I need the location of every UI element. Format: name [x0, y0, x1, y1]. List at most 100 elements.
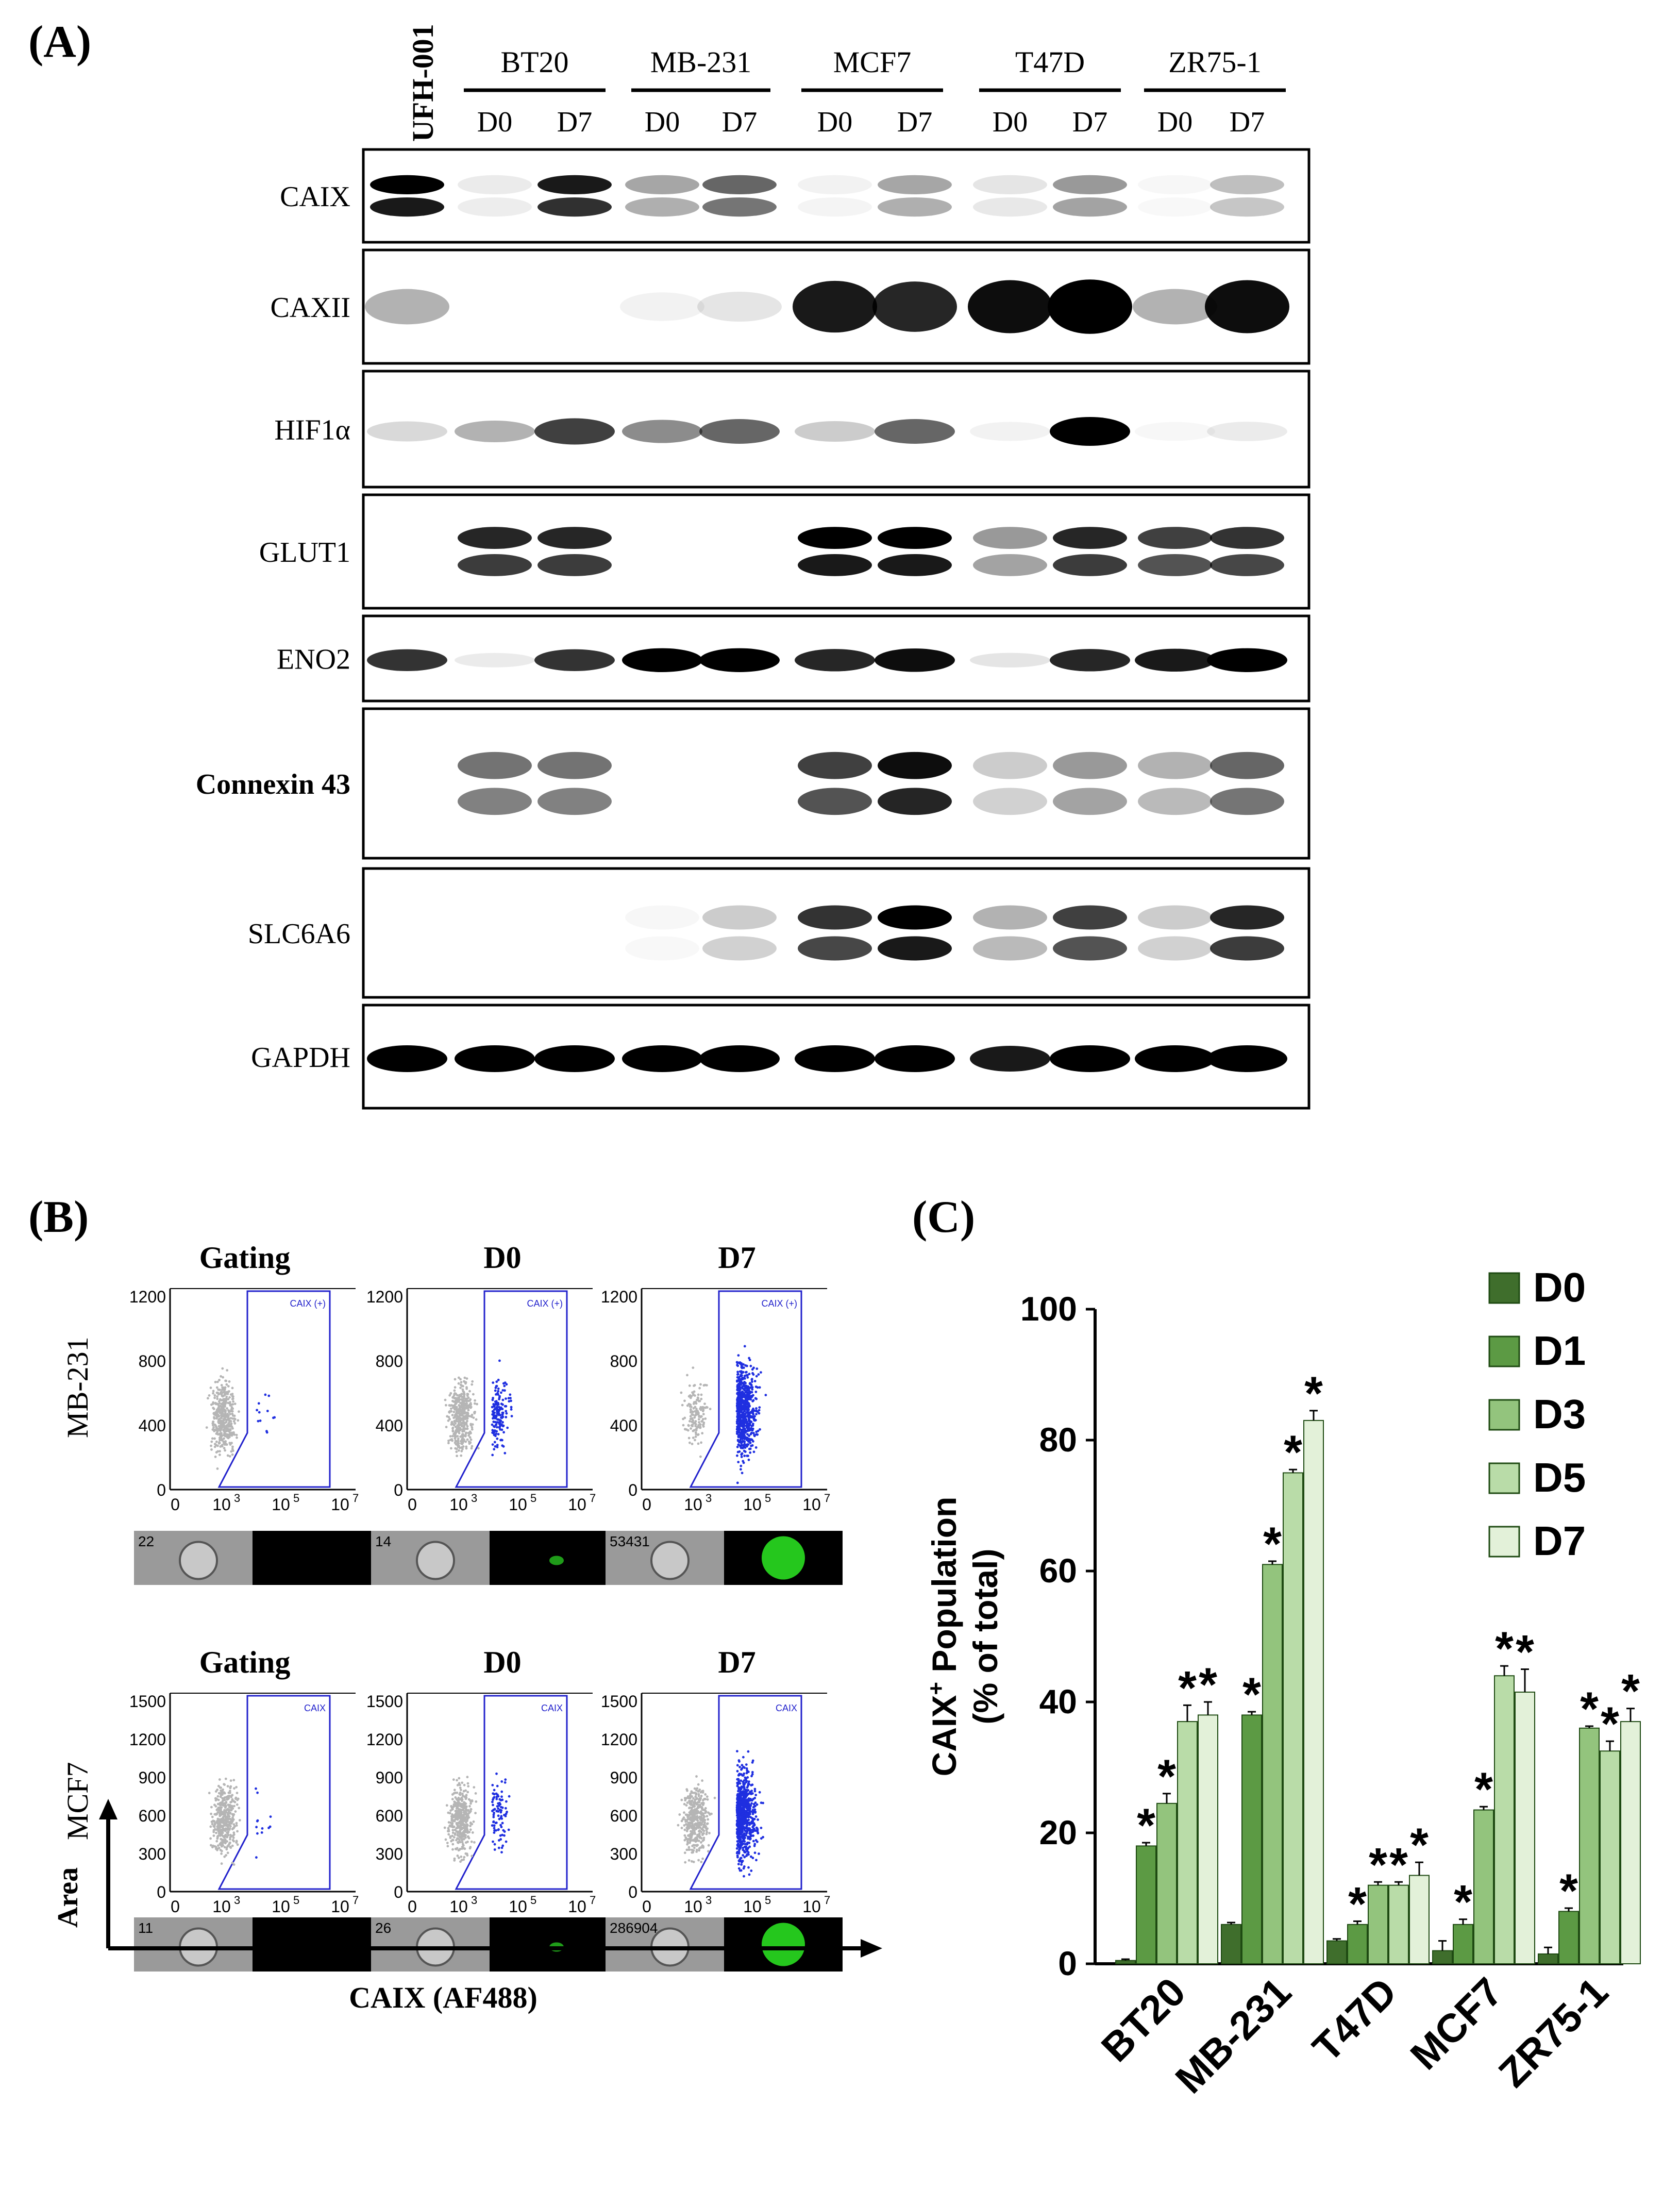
flow-dot-negative	[683, 1399, 686, 1402]
wb-band	[370, 197, 444, 217]
flow-dot-positive	[756, 1386, 759, 1389]
flow-dot-positive	[736, 1795, 739, 1798]
flow-y-tick-label: 1500	[601, 1692, 637, 1711]
flow-dot-negative	[228, 1433, 231, 1436]
flow-dot-negative	[697, 1413, 700, 1416]
flow-dot-positive	[506, 1426, 509, 1429]
wb-band	[1138, 936, 1212, 961]
flow-dot-negative	[460, 1395, 463, 1398]
flow-dot-positive	[504, 1778, 507, 1781]
flow-dot-negative	[230, 1796, 233, 1798]
flow-dot-negative	[466, 1791, 469, 1794]
flow-dot-positive	[745, 1439, 748, 1442]
flow-dot-negative	[223, 1431, 226, 1434]
flow-gate	[217, 1695, 331, 1890]
flow-dot-positive	[748, 1434, 750, 1438]
flow-dot-negative	[464, 1440, 467, 1443]
flow-dot-positive	[738, 1841, 742, 1844]
flow-fluorescence-image	[253, 1917, 371, 1972]
flow-dot-negative	[692, 1797, 695, 1800]
flow-dot-negative	[455, 1827, 458, 1830]
flow-dot-positive	[495, 1810, 498, 1813]
flow-dot-negative	[225, 1840, 228, 1843]
flow-dot-negative	[474, 1402, 476, 1405]
flow-dot-negative	[696, 1819, 699, 1822]
flow-dot-negative	[212, 1819, 214, 1823]
flow-dot-negative	[688, 1441, 691, 1444]
flow-dot-negative	[224, 1443, 226, 1446]
flow-cellline-label: MB-231	[61, 1337, 94, 1438]
wb-band	[625, 197, 699, 217]
flow-dot-negative	[238, 1807, 241, 1810]
flow-dot-negative	[463, 1438, 465, 1441]
flow-dot-negative	[466, 1782, 469, 1785]
flow-dot-negative	[217, 1405, 221, 1408]
flow-dot-positive	[757, 1818, 759, 1821]
wb-blot-frame	[362, 707, 1311, 860]
flow-dot-negative	[451, 1426, 455, 1429]
flow-dot-positive	[508, 1400, 511, 1403]
flow-dot-negative	[449, 1836, 452, 1839]
flow-dot-negative	[470, 1415, 473, 1418]
flow-dot-positive	[493, 1827, 496, 1830]
flow-dot-negative	[706, 1798, 709, 1801]
wb-band	[1207, 422, 1287, 441]
flow-dot-positive	[755, 1826, 758, 1829]
flow-dot-positive	[742, 1774, 745, 1777]
flow-dot-negative	[700, 1393, 703, 1396]
flow-dot-positive	[739, 1795, 742, 1798]
flow-dot-negative	[222, 1376, 224, 1379]
flow-dot-positive	[736, 1410, 739, 1413]
flow-dot-positive	[752, 1413, 755, 1416]
flow-dot-positive	[751, 1828, 754, 1831]
flow-dot-negative	[699, 1415, 702, 1418]
flow-dot-negative	[469, 1828, 472, 1831]
flow-dot-negative	[468, 1399, 471, 1402]
flow-dot-positive	[502, 1829, 505, 1832]
flow-fluorescence-image	[490, 1917, 608, 1972]
flow-dot-negative	[456, 1455, 458, 1458]
flow-dot-positive	[747, 1837, 749, 1840]
flow-dot-negative	[462, 1434, 465, 1438]
flow-dot-negative	[471, 1383, 474, 1386]
flow-dot-negative	[461, 1799, 463, 1802]
flow-dot-positive	[267, 1394, 271, 1397]
flow-dot-negative	[701, 1432, 704, 1435]
flow-dot-negative	[462, 1416, 465, 1419]
flow-dot-negative	[694, 1795, 697, 1798]
flow-dot-negative	[683, 1828, 686, 1831]
wb-band	[625, 906, 699, 930]
flow-dot-negative	[214, 1425, 217, 1428]
flow-dot-negative	[473, 1786, 476, 1789]
wb-band	[1138, 527, 1212, 549]
flow-dot-positive	[744, 1812, 747, 1815]
flow-dot-negative	[228, 1790, 231, 1793]
flow-x-tick-exponent: 7	[824, 1894, 830, 1907]
flow-dot-negative	[216, 1380, 219, 1383]
wb-band	[1207, 648, 1287, 673]
flow-dot-positive	[497, 1828, 500, 1831]
flow-dot-positive	[740, 1456, 743, 1458]
flow-dot-negative	[223, 1791, 226, 1794]
flow-dot-positive	[498, 1396, 501, 1399]
flow-dot-positive	[739, 1440, 742, 1442]
flow-dot-positive	[749, 1442, 752, 1444]
flow-dot-positive	[494, 1445, 497, 1448]
flow-dot-positive	[497, 1846, 500, 1849]
wb-blot-frame	[362, 370, 1311, 489]
flow-dot-negative	[680, 1827, 683, 1829]
flow-dot-negative	[459, 1814, 462, 1816]
flow-dot-negative	[702, 1839, 705, 1841]
flow-dot-negative	[468, 1436, 472, 1439]
flow-dot-positive	[737, 1429, 741, 1432]
flow-dot-positive	[741, 1393, 744, 1396]
flow-dot-positive	[500, 1846, 503, 1849]
flow-dot-negative	[453, 1386, 457, 1389]
flow-dot-negative	[221, 1394, 224, 1397]
flow-dot-negative	[225, 1383, 228, 1386]
flow-dot-positive	[737, 1823, 740, 1826]
flow-dot-positive	[509, 1397, 512, 1399]
wb-band	[1205, 280, 1289, 333]
flow-dot-negative	[464, 1399, 467, 1402]
flow-dot-negative	[208, 1394, 211, 1397]
